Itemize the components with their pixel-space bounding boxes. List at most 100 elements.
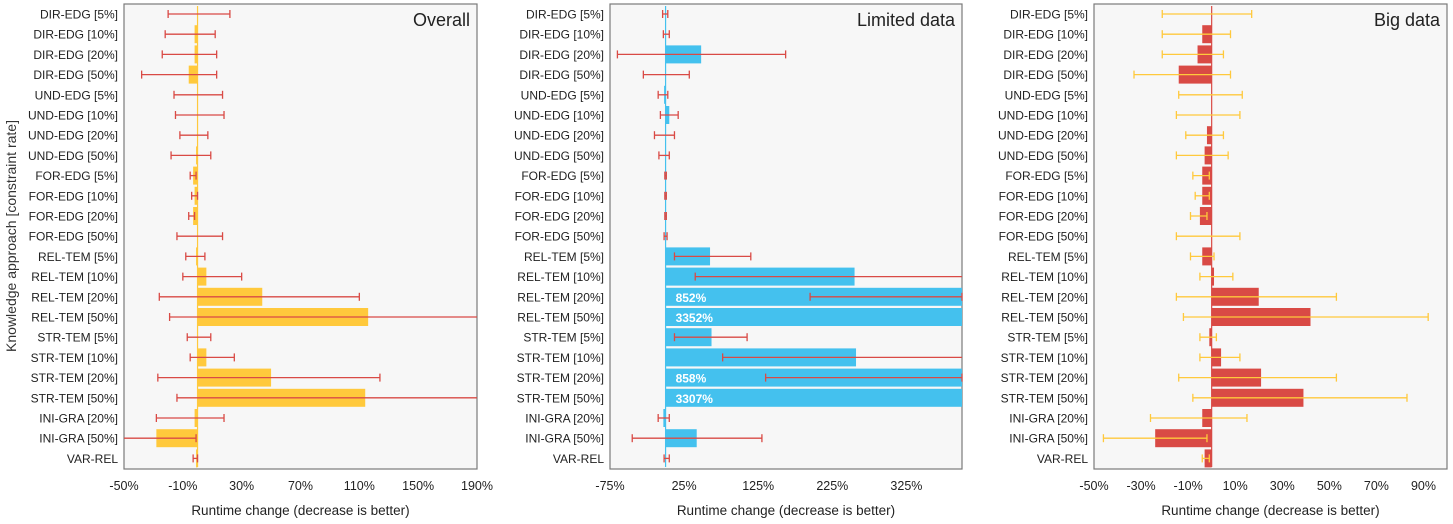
category-label: STR-TEM [50%] (517, 391, 604, 405)
x-tick-label: 125% (742, 479, 774, 493)
panel-title: Big data (1374, 10, 1441, 30)
category-label: INI-GRA [50%] (39, 432, 118, 446)
x-tick-label: -75% (595, 479, 624, 493)
category-label: STR-TEM [50%] (1001, 391, 1088, 405)
category-label: FOR-EDG [10%] (515, 189, 604, 203)
x-tick-label: 325% (890, 479, 922, 493)
data-label: 858% (676, 372, 707, 386)
category-label: DIR-EDG [5%] (1010, 8, 1088, 22)
category-label: STR-TEM [20%] (31, 371, 118, 385)
category-label: UND-EDG [5%] (35, 88, 118, 102)
category-label: DIR-EDG [50%] (33, 68, 118, 82)
category-label: DIR-EDG [20%] (33, 48, 118, 62)
x-tick-label: 70% (288, 479, 313, 493)
category-label: INI-GRA [50%] (525, 432, 604, 446)
category-label: REL-TEM [50%] (31, 311, 118, 325)
category-label: UND-EDG [10%] (28, 109, 118, 123)
x-tick-label: 150% (402, 479, 434, 493)
category-label: UND-EDG [5%] (1005, 88, 1088, 102)
category-label: VAR-REL (553, 452, 604, 466)
x-tick-label: 70% (1364, 479, 1389, 493)
category-label: FOR-EDG [50%] (999, 230, 1088, 244)
data-label: 3352% (676, 311, 714, 325)
x-axis-label: Runtime change (decrease is better) (191, 503, 409, 518)
category-label: FOR-EDG [50%] (515, 230, 604, 244)
category-label: FOR-EDG [20%] (29, 210, 118, 224)
category-label: REL-TEM [10%] (1001, 270, 1088, 284)
category-label: DIR-EDG [10%] (519, 28, 604, 42)
bar (665, 388, 962, 407)
category-label: UND-EDG [50%] (514, 149, 604, 163)
category-label: DIR-EDG [5%] (526, 8, 604, 22)
category-label: FOR-EDG [5%] (521, 169, 604, 183)
category-label: FOR-EDG [50%] (29, 230, 118, 244)
category-label: STR-TEM [50%] (31, 391, 118, 405)
x-tick-label: -50% (109, 479, 138, 493)
category-label: REL-TEM [20%] (517, 290, 604, 304)
category-label: REL-TEM [50%] (517, 311, 604, 325)
category-label: UND-EDG [20%] (514, 129, 604, 143)
data-label: 3307% (676, 392, 714, 406)
category-label: UND-EDG [50%] (998, 149, 1088, 163)
x-tick-label: 50% (1317, 479, 1342, 493)
x-tick-label: -10% (168, 479, 197, 493)
category-label: STR-TEM [10%] (1001, 351, 1088, 365)
category-label: REL-TEM [20%] (1001, 290, 1088, 304)
x-tick-label: 10% (1223, 479, 1248, 493)
y-axis-label: Knowledge approach [constraint rate] (3, 120, 19, 352)
category-label: FOR-EDG [10%] (999, 189, 1088, 203)
category-label: FOR-EDG [10%] (29, 189, 118, 203)
category-label: DIR-EDG [10%] (1003, 28, 1088, 42)
panel-title: Overall (413, 10, 470, 30)
category-label: UND-EDG [20%] (28, 129, 118, 143)
x-tick-label: -30% (1126, 479, 1155, 493)
category-label: DIR-EDG [20%] (1003, 48, 1088, 62)
panel-title: Limited data (857, 10, 956, 30)
x-tick-label: -10% (1174, 479, 1203, 493)
category-label: REL-TEM [10%] (31, 270, 118, 284)
category-label: DIR-EDG [50%] (519, 68, 604, 82)
category-label: STR-TEM [5%] (1007, 331, 1088, 345)
category-label: UND-EDG [10%] (514, 109, 604, 123)
bar (193, 207, 198, 225)
category-label: STR-TEM [10%] (31, 351, 118, 365)
category-label: FOR-EDG [5%] (1005, 169, 1088, 183)
x-tick-label: 90% (1411, 479, 1436, 493)
category-label: INI-GRA [20%] (39, 412, 118, 426)
category-label: STR-TEM [10%] (517, 351, 604, 365)
x-tick-label: 30% (1270, 479, 1295, 493)
x-axis-label: Runtime change (decrease is better) (1161, 503, 1379, 518)
panel-0: Overall DIR-EDG [5%] DIR-EDG [10%] DIR-EDG … (28, 3, 493, 518)
category-label: REL-TEM [5%] (1008, 250, 1088, 264)
category-label: STR-TEM [20%] (517, 371, 604, 385)
x-tick-label: 190% (461, 479, 493, 493)
category-label: VAR-REL (67, 452, 118, 466)
category-label: UND-EDG [20%] (998, 129, 1088, 143)
category-label: REL-TEM [5%] (38, 250, 118, 264)
category-label: UND-EDG [5%] (521, 88, 604, 102)
bar (665, 308, 962, 326)
category-label: DIR-EDG [20%] (519, 48, 604, 62)
x-tick-label: 30% (229, 479, 254, 493)
category-label: DIR-EDG [10%] (33, 28, 118, 42)
category-label: REL-TEM [50%] (1001, 311, 1088, 325)
category-label: FOR-EDG [20%] (515, 210, 604, 224)
category-label: STR-TEM [5%] (37, 331, 118, 345)
x-tick-label: -50% (1079, 479, 1108, 493)
category-label: FOR-EDG [20%] (999, 210, 1088, 224)
data-label: 852% (676, 291, 707, 305)
x-tick-label: 225% (816, 479, 848, 493)
category-label: REL-TEM [5%] (524, 250, 604, 264)
panel-1: Limited data DIR-EDG [5%] DIR-EDG [10%] DIR… (514, 3, 963, 518)
category-label: STR-TEM [20%] (1001, 371, 1088, 385)
category-label: FOR-EDG [5%] (35, 169, 118, 183)
x-axis-label: Runtime change (decrease is better) (677, 503, 895, 518)
category-label: INI-GRA [20%] (1009, 412, 1088, 426)
category-label: INI-GRA [50%] (1009, 432, 1088, 446)
x-tick-label: 25% (672, 479, 697, 493)
category-label: REL-TEM [20%] (31, 290, 118, 304)
panel-2: Big data DIR-EDG [5%] DIR-EDG [10%] DIR-EDG… (998, 3, 1448, 518)
category-label: UND-EDG [10%] (998, 109, 1088, 123)
category-label: STR-TEM [5%] (523, 331, 604, 345)
